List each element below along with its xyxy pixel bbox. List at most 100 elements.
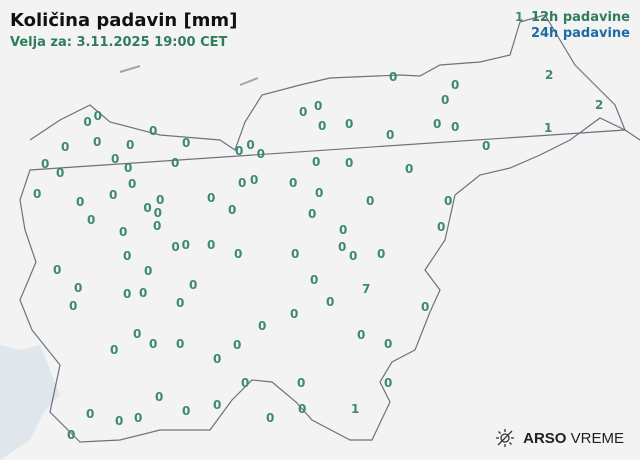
valid-time: Velja za: 3.11.2025 19:00 CET xyxy=(10,35,228,50)
station-value: 0 xyxy=(133,327,142,341)
station-value: 0 xyxy=(349,249,358,263)
station-value: 0 xyxy=(241,376,250,390)
station-value: 0 xyxy=(389,70,398,84)
station-value: 0 xyxy=(433,117,442,131)
station-value: 0 xyxy=(246,138,255,152)
lake xyxy=(119,65,141,73)
station-value: 0 xyxy=(482,139,491,153)
station-value: 0 xyxy=(110,343,119,357)
station-value: 0 xyxy=(366,194,375,208)
station-value: 0 xyxy=(290,307,299,321)
station-value: 0 xyxy=(266,411,275,425)
station-value: 0 xyxy=(176,296,185,310)
station-value: 0 xyxy=(189,278,198,292)
station-value: 0 xyxy=(345,156,354,170)
country-border xyxy=(19,14,640,443)
station-value: 0 xyxy=(69,299,78,313)
station-value: 0 xyxy=(315,186,324,200)
station-value: 1 xyxy=(351,402,360,416)
station-value: 0 xyxy=(181,238,190,252)
station-value: 0 xyxy=(437,220,446,234)
station-value: 0 xyxy=(182,136,191,150)
station-value: 0 xyxy=(357,328,366,342)
station-value: 0 xyxy=(171,240,180,254)
station-value: 0 xyxy=(297,376,306,390)
station-value: 0 xyxy=(339,223,348,237)
station-value: 0 xyxy=(182,404,191,418)
legend-24h: 24h padavine xyxy=(530,26,630,41)
station-value: 0 xyxy=(124,161,133,175)
brand-name-rest: VREME xyxy=(570,429,624,447)
station-value: 0 xyxy=(384,376,393,390)
weather-sun-icon xyxy=(496,429,515,447)
sea xyxy=(0,345,60,460)
station-value: 0 xyxy=(299,105,308,119)
station-value: 0 xyxy=(123,287,132,301)
station-value: 2 xyxy=(545,68,554,82)
station-value: 7 xyxy=(362,282,371,296)
station-value: 0 xyxy=(234,247,243,261)
station-value: 1 xyxy=(544,121,553,135)
station-value: 0 xyxy=(128,177,137,191)
station-value: 0 xyxy=(384,337,393,351)
station-value: 0 xyxy=(83,115,92,129)
station-value: 0 xyxy=(441,93,450,107)
station-value: 0 xyxy=(76,195,85,209)
station-value: 0 xyxy=(74,281,83,295)
station-value: 0 xyxy=(134,411,143,425)
station-value: 0 xyxy=(377,247,386,261)
station-value: 0 xyxy=(93,109,102,123)
station-value: 0 xyxy=(326,295,335,309)
station-value: 0 xyxy=(176,337,185,351)
station-value: 0 xyxy=(250,173,259,187)
station-value: 0 xyxy=(153,219,162,234)
station-value: 0 xyxy=(386,128,395,142)
page-title: Količina padavin [mm] xyxy=(10,10,238,31)
station-value: 0 xyxy=(291,247,300,261)
station-value: 0 xyxy=(87,213,96,227)
legend-12h: 12h padavine xyxy=(530,10,630,25)
station-value: 0 xyxy=(61,140,70,154)
station-value: 0 xyxy=(143,201,152,215)
station-value: 0 xyxy=(298,402,307,416)
station-value: 0 xyxy=(56,166,65,180)
station-value: 0 xyxy=(213,352,222,366)
station-value: 0 xyxy=(149,337,158,351)
station-value: 0 xyxy=(67,428,76,442)
station-value: 0 xyxy=(155,390,164,404)
station-value: 0 xyxy=(235,144,244,158)
station-value: 0 xyxy=(318,119,327,133)
station-value: 0 xyxy=(421,300,430,314)
station-value: 0 xyxy=(345,117,354,131)
station-value: 0 xyxy=(156,192,165,207)
station-value: 0 xyxy=(451,78,460,92)
station-value: 0 xyxy=(41,157,50,171)
station-value: 0 xyxy=(33,187,42,201)
station-value: 0 xyxy=(139,286,148,300)
station-value: 0 xyxy=(144,264,153,278)
station-value: 0 xyxy=(258,319,267,333)
station-value: 0 xyxy=(444,194,453,208)
station-value: 1 xyxy=(515,10,524,24)
lake xyxy=(239,77,259,86)
station-value: 0 xyxy=(207,238,216,252)
station-value: 0 xyxy=(238,176,247,190)
station-value: 0 xyxy=(149,124,158,138)
station-value: 0 xyxy=(153,205,162,220)
station-value: 0 xyxy=(405,162,414,176)
station-value: 0 xyxy=(256,147,265,161)
station-value: 0 xyxy=(213,398,222,412)
legend: 12h padavine 24h padavine xyxy=(531,10,630,42)
station-value: 0 xyxy=(289,176,298,190)
station-value: 0 xyxy=(53,263,62,277)
brand-logo: ARSO VREME xyxy=(495,428,624,448)
station-value: 2 xyxy=(595,98,604,112)
brand-name-bold: ARSO xyxy=(523,429,567,447)
station-value: 0 xyxy=(451,120,460,134)
station-value: 0 xyxy=(86,407,95,421)
station-value: 0 xyxy=(310,273,319,287)
station-value: 0 xyxy=(93,135,102,149)
station-value: 0 xyxy=(233,338,242,352)
station-value: 0 xyxy=(314,99,323,113)
